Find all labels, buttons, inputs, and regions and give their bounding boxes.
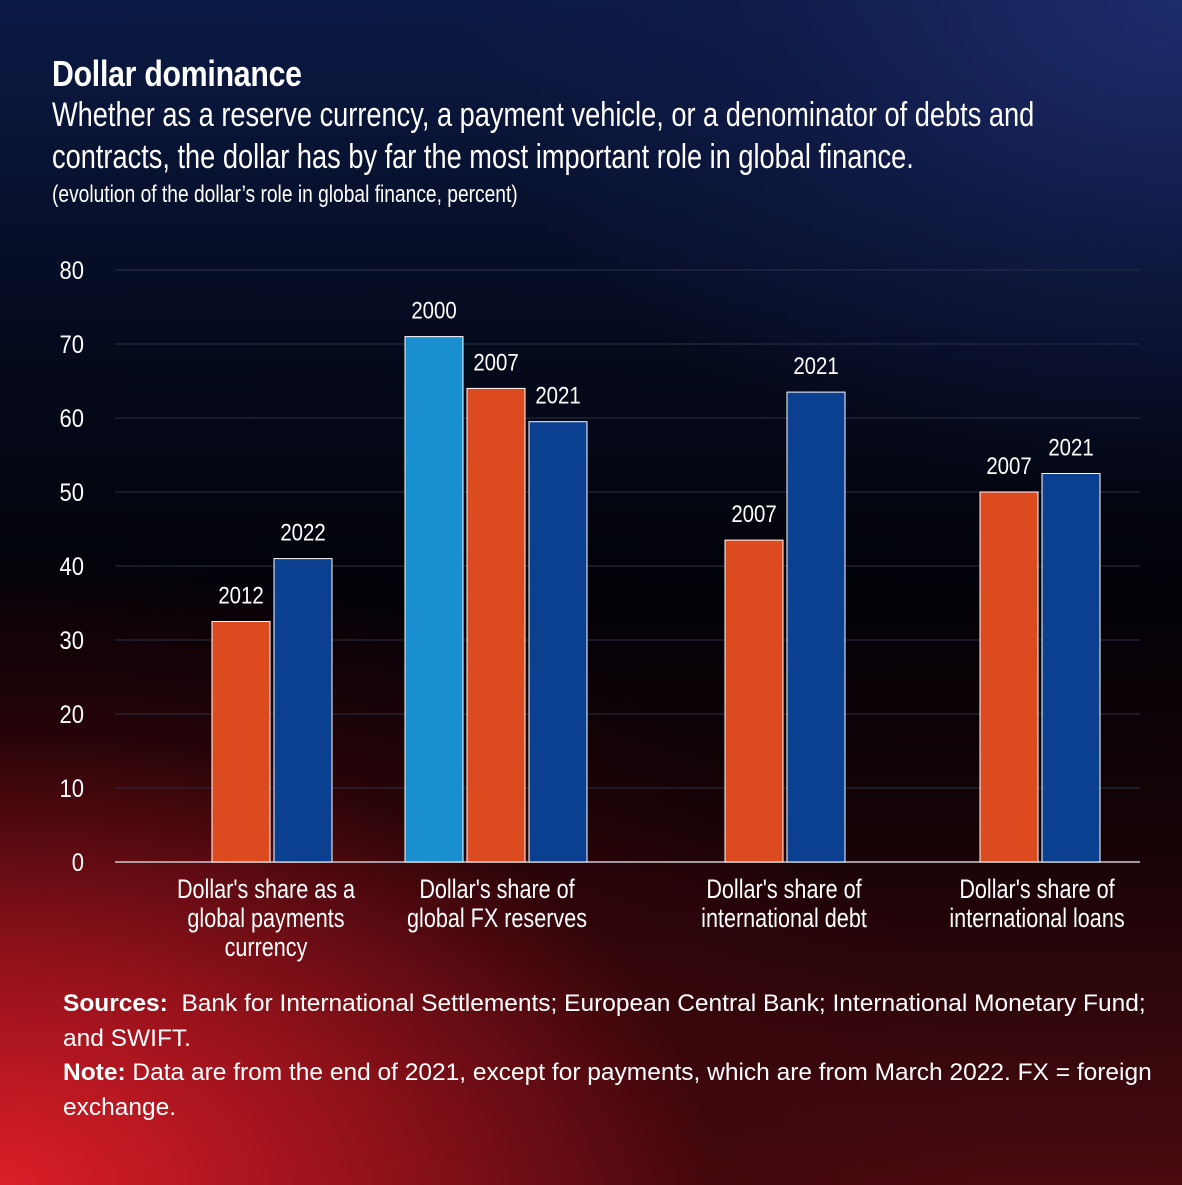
unit-note: (evolution of the dollar’s role in globa…: [52, 181, 518, 208]
bar: [979, 491, 1039, 863]
bar-year-label: 2007: [473, 349, 518, 376]
footer-notes: Sources: Bank for International Settleme…: [63, 987, 1153, 1125]
category-label-line: Dollar's share of: [706, 875, 861, 905]
note: Note: Data are from the end of 2021, exc…: [63, 1056, 1153, 1125]
bar-year-label: 2021: [793, 353, 838, 380]
bar: [466, 387, 526, 863]
category-label-line: Dollar's share as a: [177, 875, 355, 905]
sources: Sources: Bank for International Settleme…: [63, 987, 1153, 1056]
subtitle-line-2: contracts, the dollar has by far the mos…: [52, 138, 914, 176]
bars: [211, 336, 1101, 863]
bar-year-label: 2022: [280, 519, 325, 546]
bar: [528, 421, 588, 863]
sources-label: Sources:: [63, 990, 168, 1017]
header: Dollar dominance Whether as a reserve cu…: [52, 52, 1152, 210]
bar-year-label: 2012: [218, 582, 263, 609]
subtitle-line-1: Whether as a reserve currency, a payment…: [52, 96, 1035, 134]
bar-year-label: 2007: [731, 501, 776, 528]
bar: [786, 391, 846, 863]
chart-title: Dollar dominance: [52, 53, 302, 94]
bar: [404, 336, 464, 863]
category-label-line: global payments: [187, 904, 344, 934]
bar: [724, 539, 784, 863]
chart-subtitle: Whether as a reserve currency, a payment…: [52, 94, 1116, 178]
y-tick-label: 0: [72, 849, 84, 877]
y-tick-label: 60: [60, 405, 84, 433]
y-tick-label: 10: [60, 775, 84, 803]
y-tick-label: 30: [60, 627, 84, 655]
bar-labels: 2012 2022 2000 2007 2021 2007 2021 2007 2021: [218, 297, 1093, 609]
category-label-line: international debt: [701, 904, 867, 934]
category-label-line: international loans: [949, 904, 1124, 934]
bar-year-label: 2007: [986, 452, 1031, 479]
category-label-line: Dollar's share of: [419, 875, 574, 905]
sources-text: Bank for International Settlements; Euro…: [63, 990, 1146, 1052]
note-label: Note:: [63, 1059, 126, 1086]
category-label-line: Dollar's share of: [959, 875, 1114, 905]
y-tick-label: 20: [60, 701, 84, 729]
y-tick-label: 40: [60, 553, 84, 581]
y-tick-label: 80: [60, 257, 84, 285]
bar: [211, 621, 271, 863]
bar-year-label: 2000: [411, 297, 456, 324]
category-label-line: currency: [225, 933, 308, 963]
category-label-line: global FX reserves: [407, 904, 587, 934]
note-text: Data are from the end of 2021, except fo…: [63, 1059, 1152, 1121]
bar: [273, 558, 333, 863]
y-axis-ticks: 0 10 20 30 40 50 60 70 80: [60, 257, 84, 877]
y-tick-label: 50: [60, 479, 84, 507]
bar-year-label: 2021: [1048, 434, 1093, 461]
y-tick-label: 70: [60, 331, 84, 359]
bar-year-label: 2021: [535, 382, 580, 409]
bar: [1041, 473, 1101, 863]
